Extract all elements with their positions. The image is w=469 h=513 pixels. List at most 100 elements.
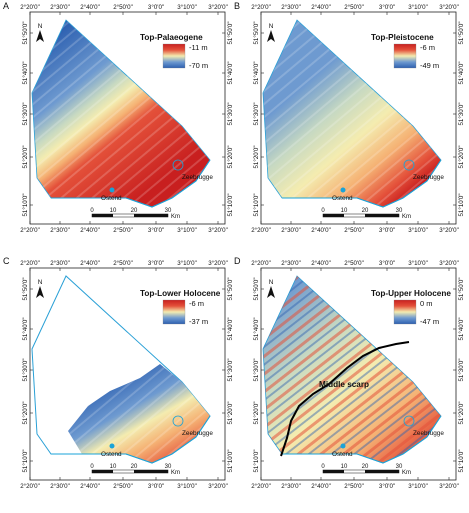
longitude-label-top: 3°0'0": [379, 260, 395, 267]
surface-texture: [263, 276, 441, 463]
longitude-label-bottom: 3°0'0": [148, 483, 164, 490]
latitude-label-right: 51°20'0": [227, 401, 234, 424]
longitude-label-top: 3°10'0": [408, 4, 428, 11]
latitude-label-right: 51°30'0": [227, 358, 234, 381]
zeebrugge-harbour: [403, 159, 415, 171]
scale-label: 0: [321, 208, 325, 214]
longitude-label-top: 3°20'0": [439, 4, 459, 11]
longitude-label-bottom: 2°40'0": [80, 227, 100, 234]
scale-unit: Km: [171, 470, 180, 476]
longitude-label-bottom: 2°30'0": [281, 227, 301, 234]
longitude-label-bottom: 3°20'0": [208, 483, 228, 490]
latitude-label-left: 51°20'0": [22, 401, 29, 424]
place-label-ostend: Ostend: [332, 195, 353, 202]
scale-label: 0: [90, 464, 94, 470]
latitude-label-right: 51°20'0": [458, 401, 465, 424]
place-label-ostend: Ostend: [101, 195, 122, 202]
latitude-label-left: 51°30'0": [253, 102, 260, 125]
ostend-harbour: [109, 187, 115, 193]
scale-label: 20: [362, 464, 369, 470]
surface-texture: [32, 20, 210, 207]
surface-texture: [68, 364, 210, 463]
latitude-label-left: 51°20'0": [22, 145, 29, 168]
surface-texture: [263, 20, 441, 207]
scale-label: 0: [321, 464, 325, 470]
scale-bar-segment: [92, 214, 113, 217]
latitude-label-right: 51°10'0": [458, 449, 465, 472]
scale-label: 30: [396, 208, 403, 214]
longitude-label-bottom: 2°40'0": [80, 483, 100, 490]
latitude-label-left: 51°20'0": [253, 145, 260, 168]
longitude-label-bottom: 3°0'0": [379, 227, 395, 234]
longitude-label-top: 2°30'0": [281, 260, 301, 267]
scale-label: 0: [90, 208, 94, 214]
longitude-label-bottom: 3°10'0": [408, 483, 428, 490]
scale-label: 20: [131, 208, 138, 214]
longitude-label-bottom: 2°20'0": [251, 483, 271, 490]
latitude-label-left: 51°20'0": [253, 401, 260, 424]
latitude-label-left: 51°50'0": [22, 277, 29, 300]
latitude-label-right: 51°20'0": [458, 145, 465, 168]
place-label-ostend: Ostend: [101, 451, 122, 458]
latitude-label-left: 51°50'0": [253, 277, 260, 300]
longitude-label-bottom: 3°20'0": [439, 227, 459, 234]
longitude-label-top: 3°10'0": [177, 260, 197, 267]
latitude-label-left: 51°50'0": [253, 21, 260, 44]
place-label-zeebrugge: Zeebrugge: [413, 174, 444, 181]
longitude-label-top: 3°20'0": [439, 260, 459, 267]
north-label: N: [269, 23, 274, 30]
longitude-label-bottom: 2°20'0": [20, 483, 40, 490]
longitude-label-bottom: 3°10'0": [408, 227, 428, 234]
longitude-label-bottom: 3°0'0": [148, 227, 164, 234]
longitude-label-top: 3°0'0": [148, 260, 164, 267]
longitude-label-top: 3°10'0": [177, 4, 197, 11]
longitude-label-top: 2°40'0": [311, 260, 331, 267]
longitude-label-bottom: 2°30'0": [281, 483, 301, 490]
ostend-harbour: [340, 187, 346, 193]
latitude-label-right: 51°40'0": [227, 61, 234, 84]
panel-b-letter: B: [234, 1, 241, 11]
legend-title: Top-Palaeogene: [140, 33, 203, 42]
latitude-label-right: 51°30'0": [227, 102, 234, 125]
north-arrow-icon: [36, 30, 44, 42]
longitude-label-top: 2°20'0": [20, 260, 40, 267]
ostend-harbour: [340, 443, 346, 449]
longitude-label-bottom: 3°10'0": [177, 483, 197, 490]
legend-max-label: 0 m: [420, 299, 433, 308]
latitude-label-left: 51°40'0": [22, 317, 29, 340]
scale-label: 20: [362, 208, 369, 214]
legend-max-label: -11 m: [189, 43, 208, 52]
north-arrow-icon: [267, 30, 275, 42]
longitude-label-top: 2°50'0": [344, 260, 364, 267]
north-arrow-icon: [36, 286, 44, 298]
longitude-label-top: 2°50'0": [113, 260, 133, 267]
longitude-label-top: 2°30'0": [50, 260, 70, 267]
panel-d: 2°20'0" 2°20'0" 2°30'0" 2°30'0" 2°40'0" 2°40'…: [251, 260, 465, 490]
longitude-label-top: 3°20'0": [208, 260, 228, 267]
latitude-label-left: 51°40'0": [22, 61, 29, 84]
legend-title: Top-Upper Holocene: [371, 289, 451, 298]
latitude-label-left: 51°50'0": [22, 21, 29, 44]
latitude-label-right: 51°30'0": [458, 102, 465, 125]
latitude-label-right: 51°10'0": [458, 193, 465, 216]
scale-label: 10: [341, 208, 348, 214]
latitude-label-left: 51°10'0": [22, 449, 29, 472]
scale-label: 20: [131, 464, 138, 470]
longitude-label-top: 2°20'0": [20, 4, 40, 11]
latitude-label-right: 51°30'0": [458, 358, 465, 381]
north-label: N: [38, 23, 43, 30]
legend-min-label: -49 m: [420, 61, 439, 70]
longitude-label-bottom: 2°40'0": [311, 483, 331, 490]
scale-label: 10: [341, 464, 348, 470]
zeebrugge-harbour: [172, 159, 184, 171]
coastline: [282, 415, 442, 464]
latitude-label-right: 51°40'0": [227, 317, 234, 340]
coastline: [282, 159, 442, 208]
place-label-ostend: Ostend: [332, 451, 353, 458]
scale-unit: Km: [402, 470, 411, 476]
zeebrugge-harbour: [403, 415, 415, 427]
place-label-zeebrugge: Zeebrugge: [182, 430, 213, 437]
panel-b: 2°20'0" 2°20'0" 2°30'0" 2°30'0" 2°40'0" 2°40'…: [251, 4, 465, 234]
panel-d-letter: D: [234, 256, 241, 266]
